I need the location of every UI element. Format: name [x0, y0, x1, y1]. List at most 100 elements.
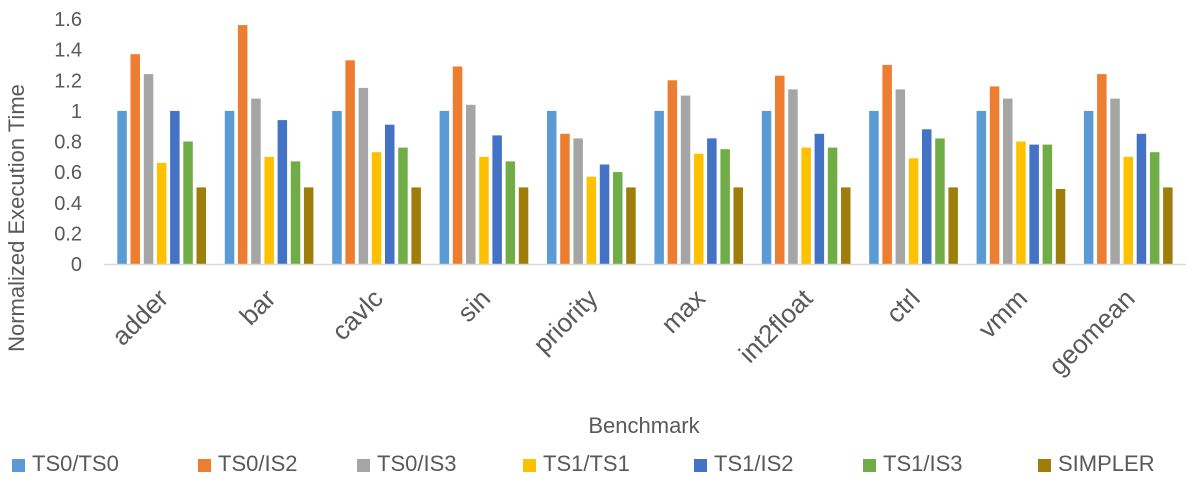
x-category-label: geomean [1043, 283, 1141, 381]
bar [989, 86, 1000, 265]
bar [1123, 156, 1133, 264]
bar [869, 110, 879, 265]
legend-label: TS0/IS2 [218, 451, 297, 476]
legend-label: SIMPLER [1058, 451, 1155, 476]
y-tick-label: 1.2 [54, 70, 82, 92]
bar [518, 187, 529, 264]
bar [505, 161, 516, 264]
bar [1016, 141, 1026, 264]
legend-label: TS1/IS2 [714, 451, 793, 476]
bar [895, 89, 906, 265]
bar [841, 187, 851, 264]
bar [277, 120, 288, 264]
bar [398, 147, 408, 264]
bar [801, 147, 811, 264]
legend-swatch [694, 459, 707, 472]
legend-label: TS0/IS3 [377, 451, 456, 476]
legend-label: TS1/IS3 [883, 451, 962, 476]
bar [599, 164, 610, 264]
bar [976, 110, 987, 265]
bar [492, 135, 502, 264]
bar [371, 152, 382, 264]
bar [560, 133, 570, 264]
legend-label: TS0/TS0 [32, 451, 119, 476]
bar [1003, 98, 1013, 264]
y-tick-label: 1.4 [54, 40, 82, 62]
bar [224, 110, 235, 265]
y-axis-title-group: Normalized Execution Time [4, 84, 29, 352]
y-axis-ticks: 0 0.2 0.4 0.6 0.8 1 1.2 1.4 1.6 [54, 9, 82, 276]
bar [814, 133, 825, 264]
y-tick-label: 1 [71, 101, 82, 123]
x-axis-categories: adder bar cavlc sin priority max int2float ctrl… [106, 282, 1141, 380]
bar [439, 110, 450, 265]
bar [707, 138, 717, 264]
bar [654, 110, 664, 265]
x-category-label: adder [106, 283, 174, 351]
bar [827, 147, 838, 264]
legend-swatch [198, 459, 211, 472]
y-tick-label: 0.2 [54, 223, 82, 245]
bar [1110, 98, 1120, 264]
x-category-label: ctrl [880, 283, 926, 329]
x-axis-title: Benchmark [588, 413, 700, 438]
bar [1136, 133, 1147, 264]
y-tick-label: 1.6 [54, 9, 82, 31]
x-category-label: vmm [972, 283, 1033, 344]
bar [1055, 189, 1066, 264]
legend-swatch [863, 459, 876, 472]
legend-swatch [12, 459, 25, 472]
bar [156, 162, 167, 264]
legend: TS0/TS0 TS0/IS2 TS0/IS3 TS1/TS1 TS1/IS2 TS1/I… [12, 451, 1155, 476]
bar [264, 156, 274, 264]
bar [196, 187, 206, 264]
bar [466, 104, 476, 265]
bar [667, 80, 678, 264]
bar [1042, 144, 1053, 264]
bar [1163, 187, 1173, 264]
legend-swatch [523, 459, 536, 472]
bar [626, 187, 636, 264]
bar [332, 110, 342, 265]
bar [733, 187, 743, 264]
legend-swatch [1038, 459, 1051, 472]
bar [908, 158, 919, 264]
bar [680, 95, 691, 264]
bar [935, 138, 945, 264]
bar [183, 141, 193, 264]
legend-label: TS1/TS1 [543, 451, 630, 476]
y-tick-label: 0.8 [54, 132, 82, 154]
bar [1149, 152, 1160, 264]
bar [720, 149, 730, 264]
bar [613, 172, 623, 264]
bar-series-group [117, 25, 1173, 265]
bar [143, 74, 154, 264]
bar [788, 89, 798, 265]
x-category-label: sin [451, 283, 496, 328]
bar [547, 110, 557, 265]
x-category-label: priority [527, 283, 603, 359]
bar [117, 110, 127, 265]
bar [479, 156, 489, 264]
bar [586, 176, 597, 264]
x-category-label: max [655, 283, 711, 339]
bar [1083, 110, 1094, 265]
bar [237, 25, 248, 264]
y-tick-label: 0.6 [54, 162, 82, 184]
bar [130, 54, 140, 265]
bar [694, 153, 704, 265]
bar [948, 187, 958, 264]
bar [251, 98, 261, 264]
legend-swatch [357, 459, 370, 472]
x-category-label: int2float [733, 282, 819, 368]
bar [452, 66, 463, 264]
bar [385, 124, 395, 264]
bar [358, 87, 369, 265]
y-axis-title: Normalized Execution Time [4, 84, 29, 352]
bar [761, 110, 772, 265]
y-tick-label: 0 [71, 254, 82, 276]
bar [411, 187, 421, 264]
bar [1029, 144, 1039, 264]
y-tick-label: 0.4 [54, 193, 82, 215]
